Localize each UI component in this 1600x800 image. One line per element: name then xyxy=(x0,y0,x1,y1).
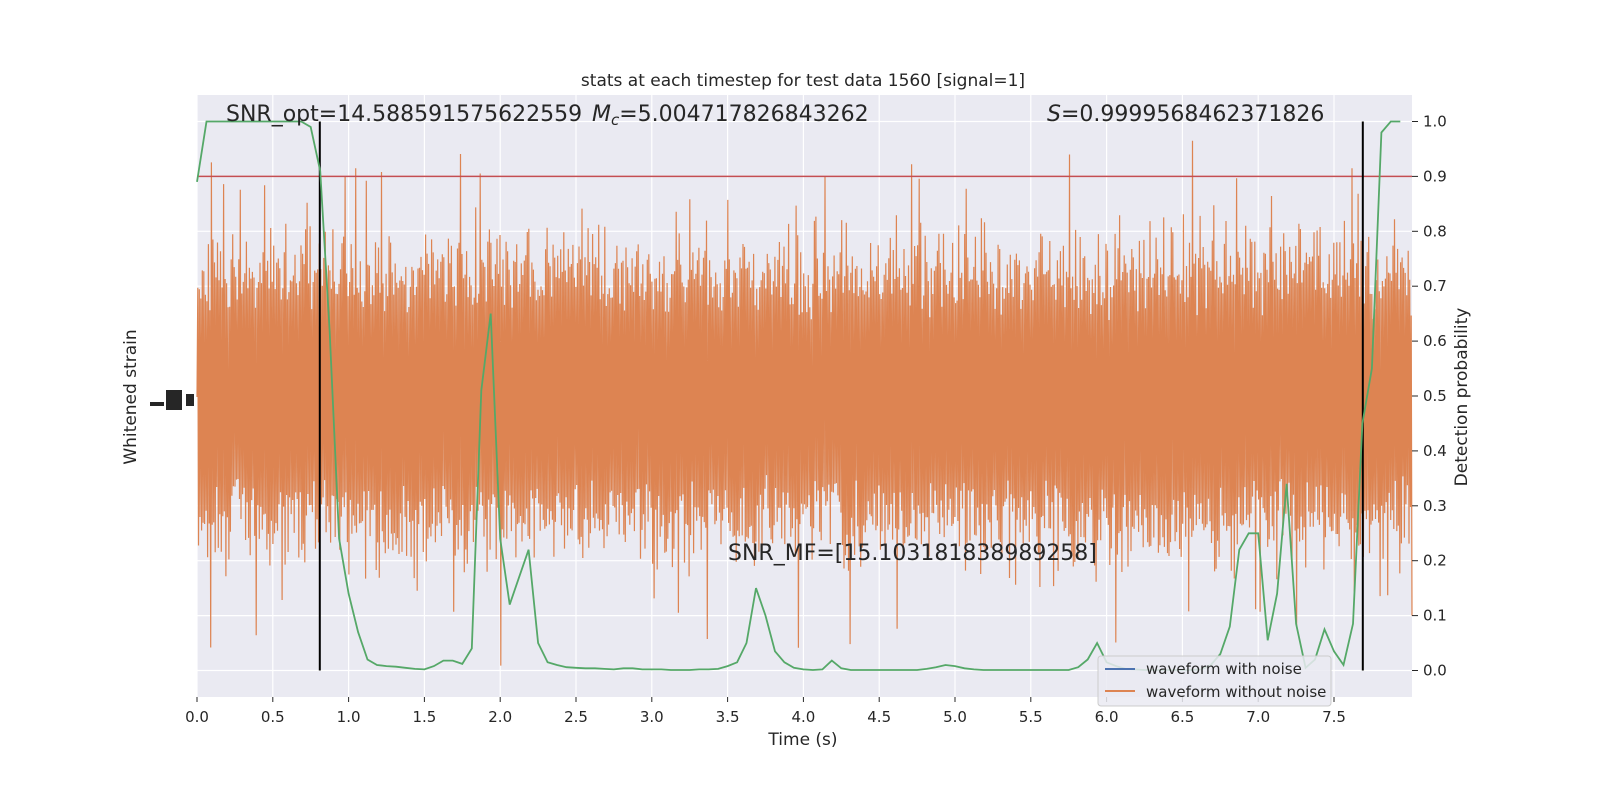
left-tick-label xyxy=(166,390,182,410)
x-tick-label: 6.5 xyxy=(1170,708,1194,726)
y-tick-label: 1.0 xyxy=(1423,113,1447,131)
y-tick-label: 0.1 xyxy=(1423,607,1447,625)
x-tick-label: 3.0 xyxy=(640,708,664,726)
legend: waveform with noise waveform without noi… xyxy=(1097,655,1332,707)
left-axis-tick-labels xyxy=(150,390,194,410)
x-tick-label: 4.5 xyxy=(867,708,891,726)
x-tick-label: 7.0 xyxy=(1246,708,1270,726)
x-tick-label: 5.0 xyxy=(943,708,967,726)
y-tick-label: 0.0 xyxy=(1423,662,1447,680)
legend-label-without-noise: waveform without noise xyxy=(1146,683,1326,701)
y-tick-label: 0.8 xyxy=(1423,222,1447,240)
snr-mf-annotation: SNR_MF=[15.103181838989258] xyxy=(728,541,1097,566)
right-axis-ticks: 0.0 0.1 0.2 0.3 0.4 0.5 0.6 0.7 0.8 0.9 1.0 xyxy=(1412,113,1447,680)
x-tick-label: 0.5 xyxy=(261,708,285,726)
chart-title: stats at each timestep for test data 156… xyxy=(581,71,1025,91)
x-tick-label: 2.0 xyxy=(488,708,512,726)
right-axis-title: Detection probability xyxy=(1452,308,1472,487)
left-tick-label xyxy=(186,394,194,406)
x-tick-label: 0.0 xyxy=(185,708,209,726)
vertical-markers xyxy=(318,121,1364,671)
waveform-trace xyxy=(196,140,1413,666)
y-tick-label: 0.4 xyxy=(1423,442,1447,460)
chirp-mass-annotation: Mc=5.004717826843262 xyxy=(592,102,869,129)
x-tick-label: 6.0 xyxy=(1095,708,1119,726)
legend-label-with-noise: waveform with noise xyxy=(1146,660,1302,678)
x-tick-label: 1.0 xyxy=(337,708,361,726)
x-tick-label: 1.5 xyxy=(412,708,436,726)
y-tick-label: 0.3 xyxy=(1423,497,1447,515)
x-tick-label: 3.5 xyxy=(716,708,740,726)
x-tick-label: 2.5 xyxy=(564,708,588,726)
s-statistic-annotation: S=0.9999568462371826 xyxy=(1047,102,1324,127)
y-tick-label: 0.9 xyxy=(1423,167,1447,185)
x-tick-label: 4.0 xyxy=(791,708,815,726)
y-tick-label: 0.5 xyxy=(1423,387,1447,405)
y-tick-label: 0.2 xyxy=(1423,552,1447,570)
left-tick-mark xyxy=(150,402,164,406)
snr-opt-annotation: SNR_opt=14.588591575622559 xyxy=(226,102,582,127)
x-axis-ticks: 0.0 0.5 1.0 1.5 2.0 2.5 3.0 3.5 4.0 4.5 5.0 5.5 6.0 6… xyxy=(185,697,1346,726)
y-tick-label: 0.6 xyxy=(1423,332,1447,350)
x-axis-title: Time (s) xyxy=(767,730,837,750)
x-tick-label: 5.5 xyxy=(1019,708,1043,726)
y-tick-label: 0.7 xyxy=(1423,277,1447,295)
x-tick-label: 7.5 xyxy=(1322,708,1346,726)
legend-box xyxy=(1097,655,1332,707)
waveform-without-noise xyxy=(196,140,1413,666)
left-axis-title: Whitened strain xyxy=(121,329,141,464)
